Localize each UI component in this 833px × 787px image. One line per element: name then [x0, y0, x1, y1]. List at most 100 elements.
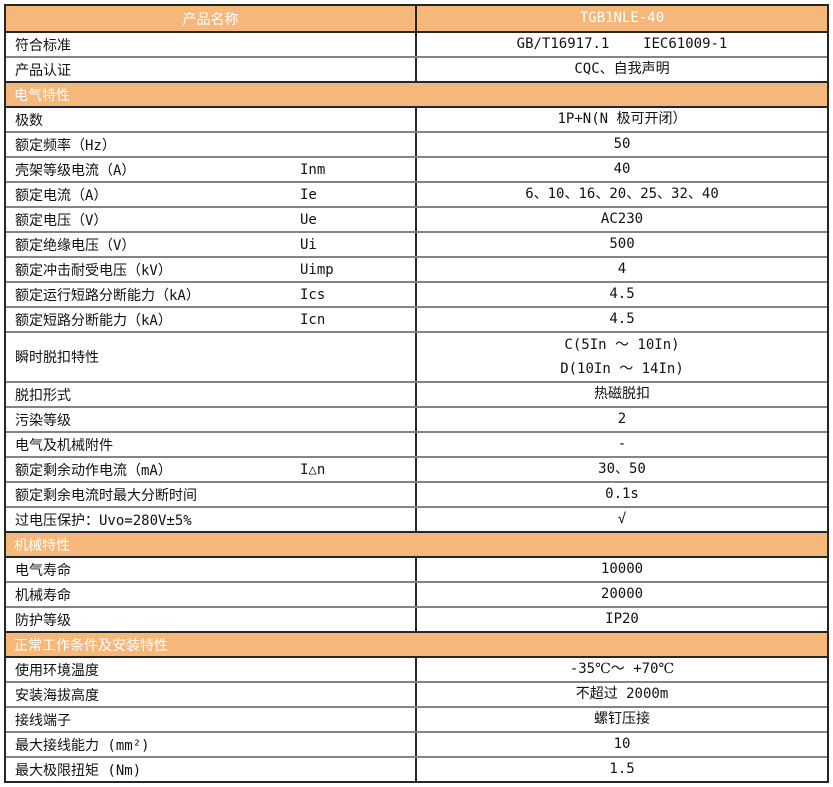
row-label-cell: 最大接线能力 (mm²) [6, 733, 417, 756]
table-row: 电气寿命 10000 [6, 556, 827, 581]
row-label: 额定短路分断能力（kA） [15, 312, 172, 329]
table-row: 最大极限扭矩 (Nm) 1.5 [6, 756, 827, 781]
table-row: 机械寿命 20000 [6, 581, 827, 606]
row-label: 安装海拔高度 [15, 687, 99, 704]
section-header-row: 机械特性 [6, 531, 827, 556]
row-label: 机械寿命 [15, 587, 71, 604]
row-label: 额定运行短路分断能力（kA） [15, 287, 200, 304]
row-value: 4.5 [609, 286, 635, 302]
row-label-cell: 电气寿命 [6, 558, 417, 581]
row-label: 额定绝缘电压（V） [15, 237, 136, 254]
table-row: 使用环境温度 -35℃～ +70℃ [6, 656, 827, 681]
row-label-cell: 安装海拔高度 [6, 683, 417, 706]
row-label: 过电压保护：Uvo=280V±5% [15, 512, 192, 529]
section-header-row: 正常工作条件及安装特性 [6, 631, 827, 656]
row-label-cell: 电气及机械附件 [6, 433, 417, 456]
row-label: 额定剩余动作电流（mA） [15, 462, 172, 479]
table-row: 污染等级 2 [6, 406, 827, 431]
table-row: 额定绝缘电压（V） Ui 500 [6, 231, 827, 256]
row-symbol: I△n [300, 461, 326, 478]
row-label-cell: 额定电流（A） Ie [6, 183, 417, 206]
table-row: 电气及机械附件 - [6, 431, 827, 456]
row-value: 热磁脱扣 [594, 386, 650, 402]
row-label: 壳架等级电流（A） [15, 162, 136, 179]
table-row: 极数 1P+N(N 极可开闭） [6, 106, 827, 131]
table-row: 过电压保护：Uvo=280V±5% √ [6, 506, 827, 531]
row-symbol: Uimp [300, 261, 334, 278]
row-value: AC230 [600, 211, 644, 227]
row-value: 1.5 [609, 761, 635, 777]
row-label: 接线端子 [15, 712, 71, 729]
row-value: 不超过 2000m [575, 686, 669, 702]
table-row: 额定剩余电流时最大分断时间 0.1s [6, 481, 827, 506]
row-label-cell: 脱扣形式 [6, 383, 417, 406]
table-row: 最大接线能力 (mm²) 10 [6, 731, 827, 756]
product-spec-table: 产品名称 TGB1NLE-40 符合标准 GB/T16917.1 IEC61009-1… [4, 4, 829, 783]
row-value: CQC、自我声明 [574, 61, 670, 77]
row-value: 40 [613, 161, 631, 177]
row-label-cell: 额定电压（V） Ue [6, 208, 417, 231]
row-value: 500 [609, 236, 635, 252]
row-label: 额定电流（A） [15, 187, 108, 204]
row-label-cell: 最大极限扭矩 (Nm) [6, 758, 417, 781]
row-value: 4 [617, 261, 627, 277]
row-label-cell: 符合标准 [6, 33, 417, 56]
table-row: 壳架等级电流（A） Inm 40 [6, 156, 827, 181]
row-value: 螺钉压接 [594, 711, 650, 727]
row-value: 6、10、16、20、25、32、40 [525, 186, 719, 202]
row-label: 最大极限扭矩 (Nm) [15, 762, 142, 779]
table-row: 脱扣形式 热磁脱扣 [6, 381, 827, 406]
row-symbol: Icn [300, 311, 326, 328]
section-title: 机械特性 [14, 537, 70, 554]
table-row: 额定剩余动作电流（mA） I△n 30、50 [6, 456, 827, 481]
row-label: 符合标准 [15, 37, 71, 54]
row-label: 额定频率（Hz） [15, 137, 116, 154]
row-label: 电气寿命 [15, 562, 71, 579]
row-symbol: Ue [300, 211, 317, 228]
row-label: 额定冲击耐受电压（kV） [15, 262, 172, 279]
table-row: 符合标准 GB/T16917.1 IEC61009-1 [6, 31, 827, 56]
row-label: 额定剩余电流时最大分断时间 [15, 487, 197, 504]
product-name-header-cell: 产品名称 [6, 6, 417, 31]
row-value: 1P+N(N 极可开闭） [557, 111, 687, 127]
row-value: -35℃～ +70℃ [569, 661, 675, 677]
table-row: 额定冲击耐受电压（kV） Uimp 4 [6, 256, 827, 281]
row-label-cell: 额定绝缘电压（V） Ui [6, 233, 417, 256]
row-label-cell: 额定冲击耐受电压（kV） Uimp [6, 258, 417, 281]
row-value: 10000 [600, 561, 644, 577]
row-value: - [617, 436, 627, 452]
product-name-label: 产品名称 [182, 11, 239, 28]
table-row: 瞬时脱扣特性 C(5In ～ 10In) D(10In ～ 14In) [6, 331, 827, 381]
row-value: 20000 [600, 586, 644, 602]
row-label-cell: 额定频率（Hz） [6, 133, 417, 156]
row-label-cell: 极数 [6, 108, 417, 131]
row-value: 4.5 [609, 311, 635, 327]
row-label: 电气及机械附件 [15, 437, 113, 454]
row-label: 产品认证 [15, 62, 71, 79]
row-label: 脱扣形式 [15, 387, 71, 404]
section-title: 电气特性 [14, 87, 70, 104]
row-label: 额定电压（V） [15, 212, 108, 229]
row-label-cell: 壳架等级电流（A） Inm [6, 158, 417, 181]
row-symbol: Ui [300, 236, 317, 253]
row-label-cell: 使用环境温度 [6, 658, 417, 681]
row-label-cell: 额定剩余电流时最大分断时间 [6, 483, 417, 506]
row-label-cell: 污染等级 [6, 408, 417, 431]
table-row: 额定频率（Hz） 50 [6, 131, 827, 156]
row-label: 极数 [15, 112, 43, 129]
section-title: 正常工作条件及安装特性 [14, 637, 168, 654]
row-value: C(5In ～ 10In) D(10In ～ 14In) [560, 337, 684, 377]
row-value: 0.1s [605, 486, 639, 502]
row-value: 2 [617, 411, 627, 427]
row-symbol: Inm [300, 161, 326, 178]
section-header-row: 电气特性 [6, 81, 827, 106]
row-value: 30、50 [598, 461, 646, 477]
row-label-cell: 额定运行短路分断能力（kA） Ics [6, 283, 417, 306]
row-value: 10 [613, 736, 631, 752]
row-label: 污染等级 [15, 412, 71, 429]
table-row: 额定运行短路分断能力（kA） Ics 4.5 [6, 281, 827, 306]
row-label-cell: 额定短路分断能力（kA） Icn [6, 308, 417, 331]
row-value: IP20 [605, 611, 639, 627]
table-row: 额定电压（V） Ue AC230 [6, 206, 827, 231]
row-label-cell: 过电压保护：Uvo=280V±5% [6, 508, 417, 531]
